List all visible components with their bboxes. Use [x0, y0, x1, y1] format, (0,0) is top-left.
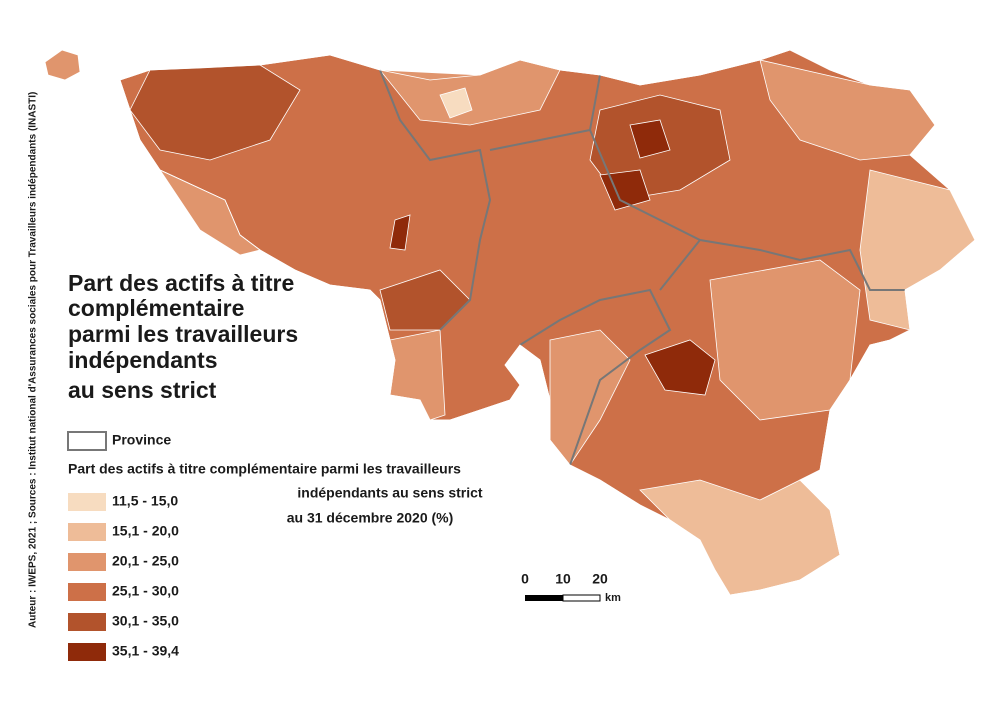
legend-label: 11,5 - 15,0	[112, 493, 178, 509]
legend-label: 20,1 - 25,0	[112, 553, 179, 569]
legend-swatch	[68, 613, 106, 631]
map	[44, 49, 976, 596]
title: Part des actifs à titrecomplémentairepar…	[68, 270, 298, 403]
scale-label: 20	[592, 571, 608, 587]
title-line: Part des actifs à titre	[68, 270, 294, 296]
province-border	[589, 129, 905, 291]
legend-label: 25,1 - 30,0	[112, 583, 179, 599]
legend-swatch	[68, 553, 106, 571]
region	[644, 339, 716, 396]
scale-segment	[525, 595, 563, 601]
legend-swatch	[68, 523, 106, 541]
scale-label: 10	[555, 571, 571, 587]
province-outline	[119, 49, 976, 596]
legend-title: au 31 décembre 2020 (%)	[287, 510, 454, 526]
legend-swatch	[68, 493, 106, 511]
province-border	[379, 69, 492, 331]
source: Auteur : IWEPS, 2021 ; Sources : Institu…	[28, 92, 39, 628]
province-border	[489, 74, 601, 151]
province-swatch	[67, 431, 107, 451]
legend: Part des actifs à titre complémentaire p…	[68, 461, 483, 661]
province-label: Province	[112, 432, 171, 448]
region	[859, 169, 976, 331]
legend-label: 15,1 - 20,0	[112, 523, 179, 539]
province-border	[519, 288, 672, 466]
region	[389, 329, 446, 421]
legend-label: 35,1 - 39,4	[112, 643, 179, 659]
province-border	[659, 239, 701, 291]
scale-bar: 0 10 20 km	[521, 571, 621, 604]
scale-segment	[562, 594, 601, 602]
exclave	[44, 49, 81, 81]
legend-title: Part des actifs à titre complémentaire p…	[68, 461, 461, 477]
title-line: parmi les travailleurs	[68, 321, 298, 347]
region	[629, 119, 671, 159]
legend-title: indépendants au sens strict	[297, 485, 482, 501]
title-line: au sens strict	[68, 377, 217, 403]
region	[439, 87, 473, 119]
legend-label: 30,1 - 35,0	[112, 613, 179, 629]
region	[639, 479, 841, 596]
title-line: complémentaire	[68, 295, 244, 321]
title-line: indépendants	[68, 347, 218, 373]
legend-swatch	[68, 643, 106, 661]
scale-unit: km	[605, 592, 621, 604]
scale-label: 0	[521, 571, 529, 587]
region	[389, 214, 411, 251]
legend-swatch	[68, 583, 106, 601]
